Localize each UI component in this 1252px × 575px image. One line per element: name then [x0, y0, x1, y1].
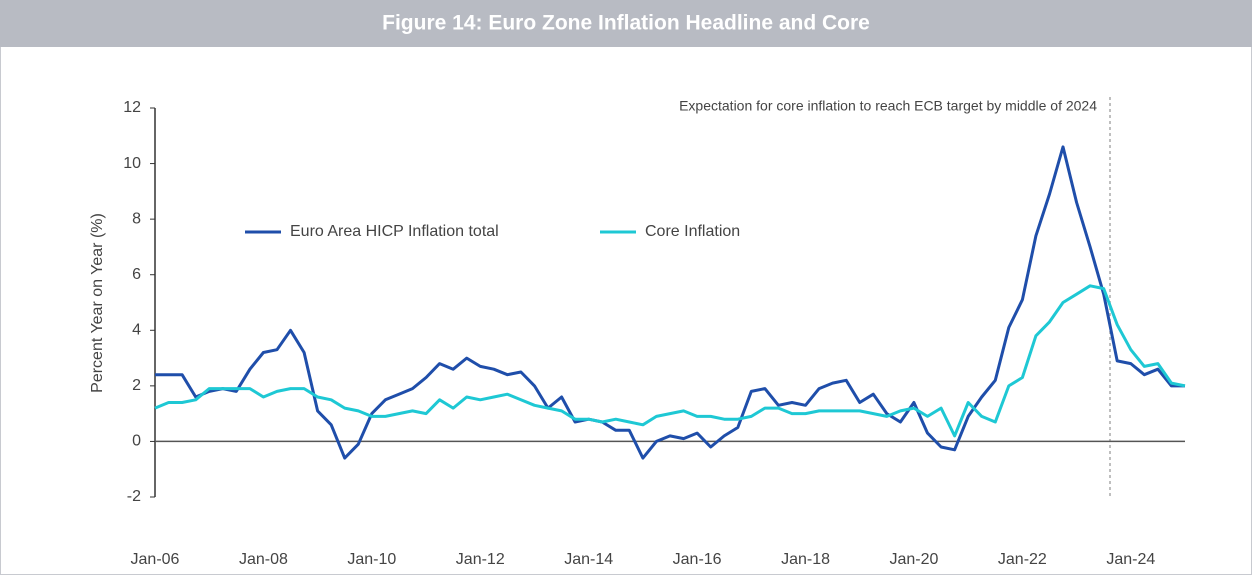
- y-tick-label: -2: [127, 488, 141, 505]
- x-tick-label: Jan-14: [564, 551, 613, 568]
- annotation: Expectation for core inflation to reach …: [679, 98, 1097, 114]
- x-tick-label: Jan-18: [781, 551, 830, 568]
- y-tick-label: 2: [132, 377, 141, 394]
- x-tick-label: Jan-12: [456, 551, 505, 568]
- y-tick-label: 10: [123, 155, 141, 172]
- x-tick-label: Jan-08: [239, 551, 288, 568]
- x-tick-label: Jan-24: [1106, 551, 1155, 568]
- chart-title: Figure 14: Euro Zone Inflation Headline …: [382, 12, 870, 35]
- legend-label: Euro Area HICP Inflation total: [290, 223, 499, 240]
- x-tick-label: Jan-06: [131, 551, 180, 568]
- y-tick-label: 12: [123, 99, 141, 116]
- x-tick-label: Jan-22: [998, 551, 1047, 568]
- x-tick-label: Jan-10: [347, 551, 396, 568]
- y-axis-label: Percent Year on Year (%): [89, 213, 106, 393]
- y-tick-label: 6: [132, 266, 141, 283]
- line-series: [155, 145, 1185, 460]
- x-tick-label: Jan-20: [889, 551, 938, 568]
- y-tick-label: 8: [132, 210, 141, 227]
- title-bar: [0, 0, 1252, 47]
- y-tick-label: 4: [132, 322, 141, 339]
- legend-label: Core Inflation: [645, 223, 740, 240]
- x-tick-label: Jan-16: [673, 551, 722, 568]
- line-series: [154, 284, 1186, 438]
- y-tick-label: 0: [132, 433, 141, 450]
